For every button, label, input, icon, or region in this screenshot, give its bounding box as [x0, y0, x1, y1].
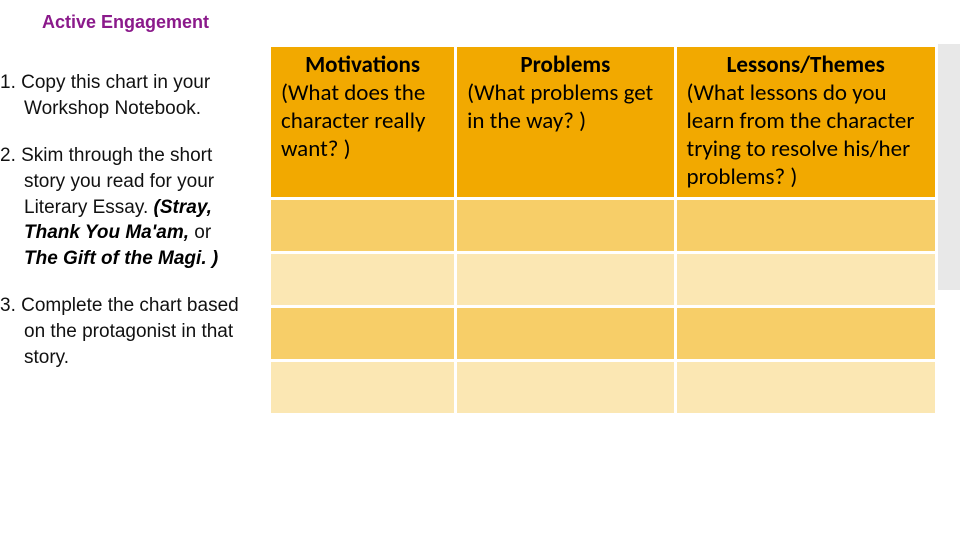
cell	[456, 253, 675, 307]
instruction-1: 1. Copy this chart in your Workshop Note…	[24, 70, 244, 121]
cell	[270, 361, 456, 415]
cell	[675, 253, 937, 307]
header-problems: Problems (What problems get in the way? …	[456, 46, 675, 199]
header-problems-sub: (What problems get in the way? )	[467, 79, 663, 135]
table-row	[270, 199, 937, 253]
cell	[456, 199, 675, 253]
cell	[456, 361, 675, 415]
header-lessons-sub: (What lessons do you learn from the char…	[687, 79, 926, 191]
header-problems-title: Problems	[467, 51, 663, 79]
right-edge-stub	[938, 44, 960, 290]
slide: Active Engagement 1. Copy this chart in …	[0, 0, 960, 540]
chart-container: Motivations (What does the character rea…	[268, 44, 938, 416]
header-lessons-title: Lessons/Themes	[687, 51, 926, 79]
cell	[675, 361, 937, 415]
instruction-3: 3. Complete the chart based on the prota…	[24, 293, 244, 370]
instruction-2-or: or	[194, 222, 211, 243]
cell	[675, 307, 937, 361]
table-row	[270, 307, 937, 361]
header-lessons: Lessons/Themes (What lessons do you lear…	[675, 46, 937, 199]
cell	[456, 307, 675, 361]
header-motivations-sub: (What does the character really want? )	[281, 79, 444, 163]
cell	[270, 253, 456, 307]
instruction-2-titles-b: The Gift of the Magi. )	[24, 248, 218, 269]
table-header-row: Motivations (What does the character rea…	[270, 46, 937, 199]
instructions-column: 1. Copy this chart in your Workshop Note…	[0, 70, 262, 392]
section-title: Active Engagement	[42, 12, 209, 33]
instruction-2: 2. Skim through the short story you read…	[24, 143, 244, 271]
table-row	[270, 253, 937, 307]
table-row	[270, 361, 937, 415]
header-motivations-title: Motivations	[281, 51, 444, 79]
header-motivations: Motivations (What does the character rea…	[270, 46, 456, 199]
cell	[270, 307, 456, 361]
chart-table: Motivations (What does the character rea…	[268, 44, 938, 416]
cell	[675, 199, 937, 253]
cell	[270, 199, 456, 253]
